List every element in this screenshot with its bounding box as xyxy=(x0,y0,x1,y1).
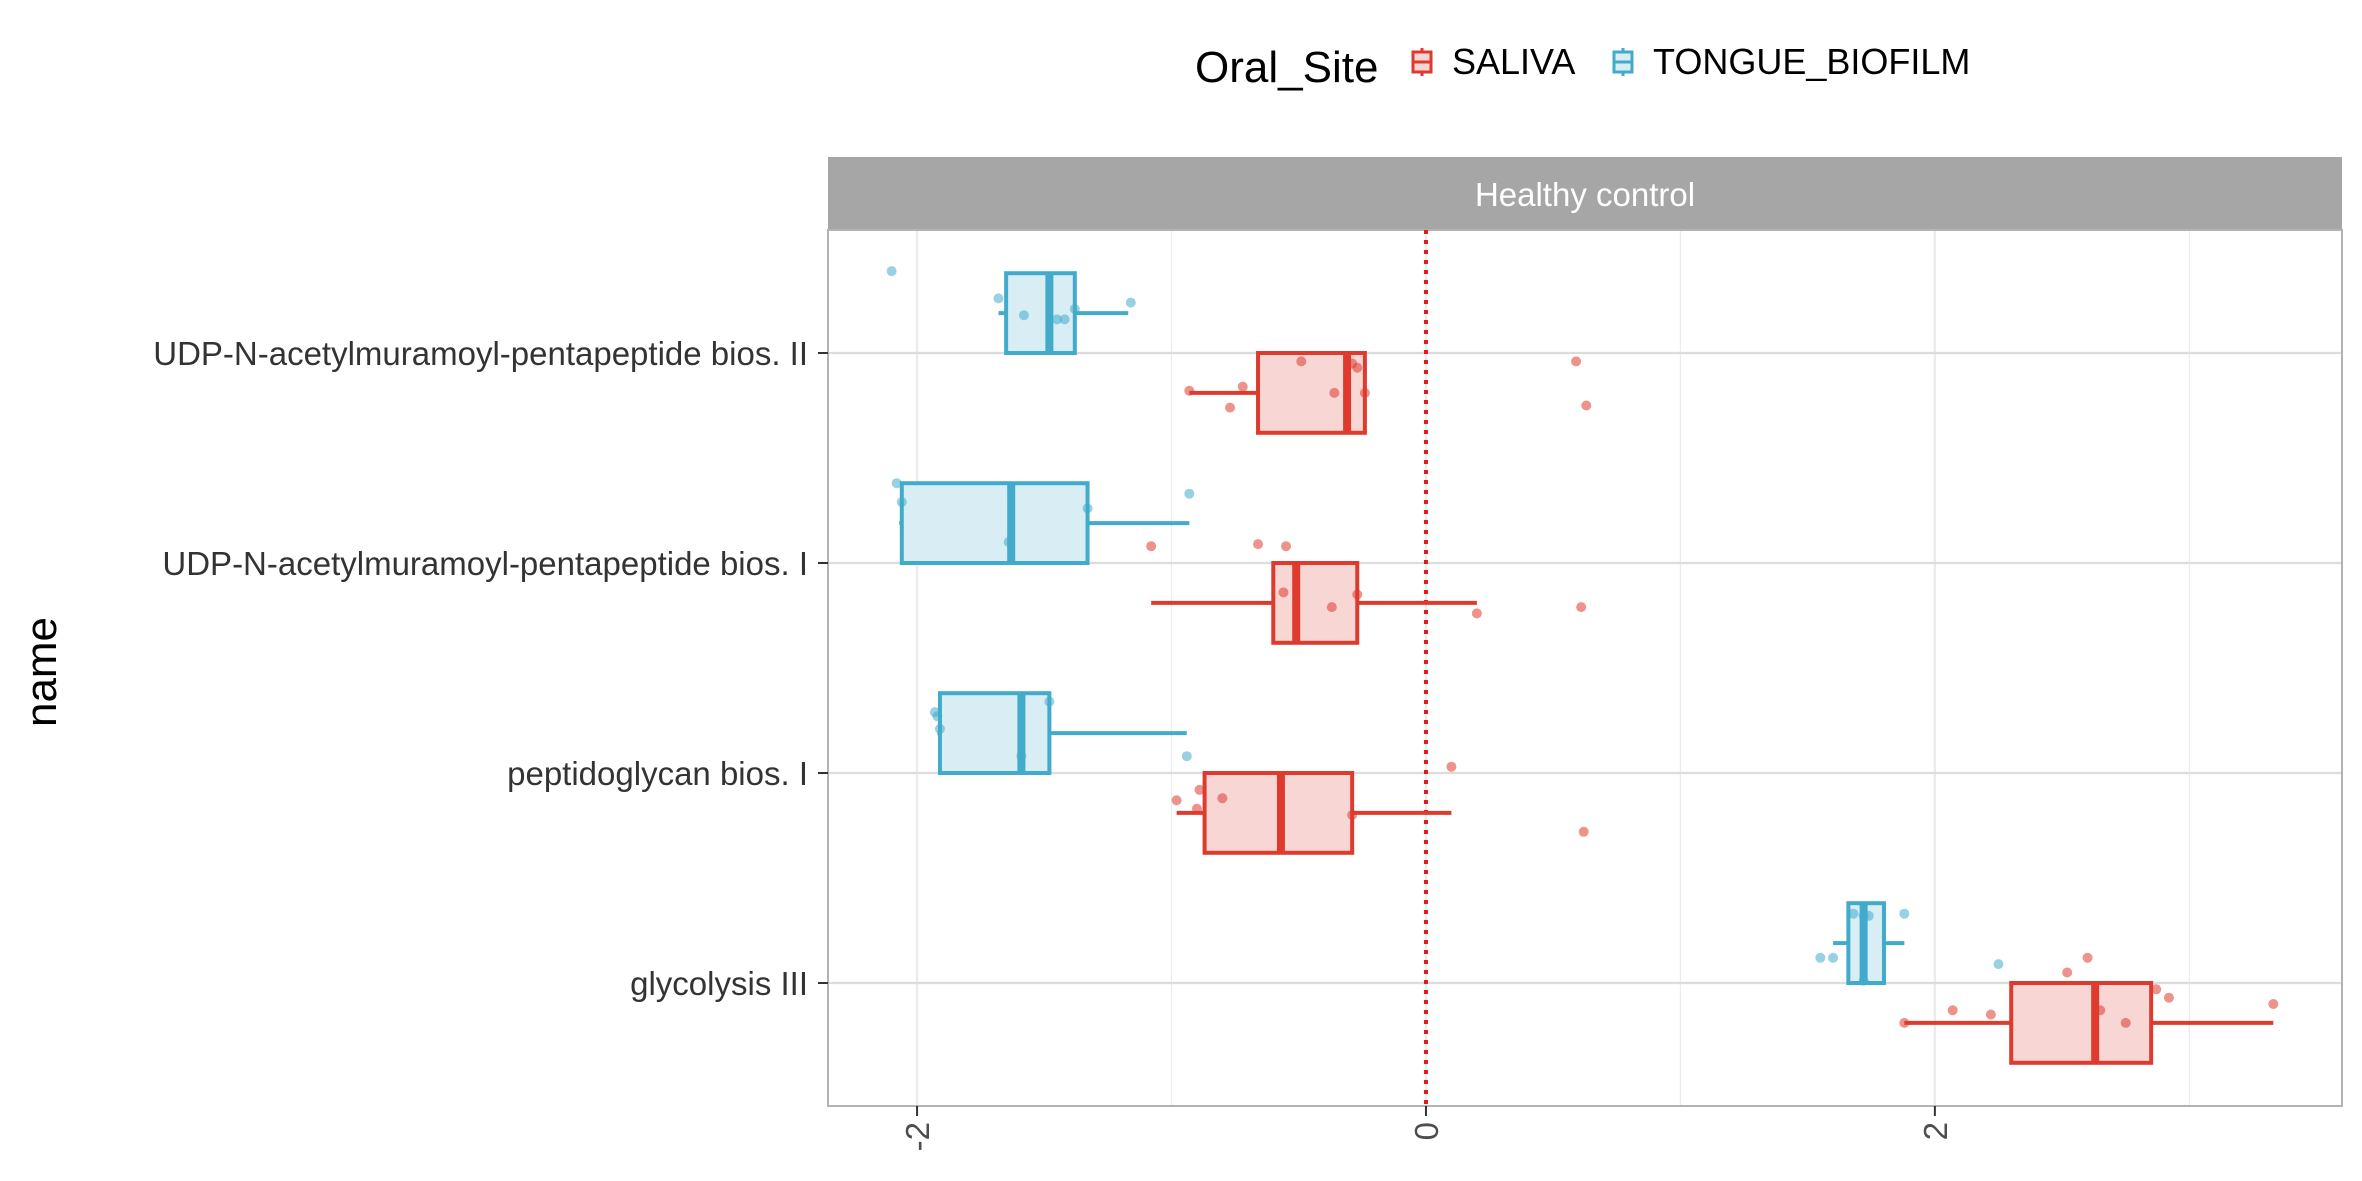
panel-border xyxy=(827,229,2343,1107)
point-tongue-biofilm xyxy=(886,266,897,277)
point-saliva xyxy=(1194,784,1205,795)
point-saliva xyxy=(1191,803,1202,814)
point-saliva xyxy=(1571,356,1582,367)
point-tongue-biofilm xyxy=(896,497,907,508)
point-tongue-biofilm xyxy=(1899,908,1910,919)
x-tick-label: 0 xyxy=(1408,1122,1445,1140)
point-saliva xyxy=(2163,992,2174,1003)
point-tongue-biofilm xyxy=(929,707,940,718)
point-saliva xyxy=(1281,541,1292,552)
point-saliva xyxy=(1237,381,1248,392)
box-saliva-peptidoglycan-bios-i xyxy=(1176,771,1452,855)
plot-panel: Healthy control xyxy=(827,157,2343,1107)
point-tongue-biofilm xyxy=(1828,952,1839,963)
point-saliva xyxy=(2082,952,2093,963)
point-tongue-biofilm xyxy=(1181,751,1192,762)
point-saliva xyxy=(1171,795,1182,806)
legend-items: SALIVA TONGUE_BIOFILM xyxy=(1411,41,1970,82)
point-tongue-biofilm xyxy=(993,293,1004,304)
point-tongue-biofilm xyxy=(1858,975,1869,986)
legend-item-tongue-biofilm: TONGUE_BIOFILM xyxy=(1612,41,1970,82)
point-tongue-biofilm xyxy=(1993,959,2004,970)
point-tongue-biofilm xyxy=(1044,696,1055,707)
point-tongue-biofilm xyxy=(1016,751,1027,762)
y-axis-title: name xyxy=(17,617,66,727)
x-tick-label: -2 xyxy=(899,1122,936,1151)
point-saliva xyxy=(1471,608,1482,619)
box-body xyxy=(2009,981,2154,1065)
point-saliva xyxy=(1985,1009,1996,1020)
point-saliva xyxy=(1329,387,1340,398)
box-body xyxy=(1004,271,1077,356)
legend-label: SALIVA xyxy=(1452,41,1575,82)
legend-label: TONGUE_BIOFILM xyxy=(1653,41,1970,82)
point-tongue-biofilm xyxy=(1059,314,1070,325)
y-tick-label: UDP-N-acetylmuramoyl-pentapeptide bios. … xyxy=(162,545,808,582)
y-axis: glycolysis III peptidoglycan bios. I UDP-N… xyxy=(153,335,828,1002)
box-tongue-biofilm-peptidoglycan-bios-i xyxy=(937,691,1187,776)
legend-item-saliva: SALIVA xyxy=(1411,41,1575,82)
point-saliva xyxy=(1296,356,1307,367)
point-tongue-biofilm xyxy=(1052,314,1063,325)
point-saliva xyxy=(2062,967,2073,978)
point-tongue-biofilm xyxy=(891,478,902,489)
y-tick-label: glycolysis III xyxy=(630,965,808,1002)
facet-strip-label: Healthy control xyxy=(1475,176,1695,213)
jitter-points xyxy=(886,266,2279,1028)
point-tongue-biofilm xyxy=(1848,908,1859,919)
point-saliva xyxy=(1278,587,1289,598)
box-tongue-biofilm-udp-n-acetylmuramoyl-pentapeptide-bios-ii xyxy=(998,271,1129,356)
point-tongue-biofilm xyxy=(1184,488,1195,499)
point-tongue-biofilm xyxy=(1018,310,1029,321)
point-saliva xyxy=(2095,1005,2106,1016)
point-tongue-biofilm xyxy=(1125,297,1136,308)
point-saliva xyxy=(2151,984,2162,995)
point-saliva xyxy=(1184,385,1195,396)
point-saliva xyxy=(1581,400,1592,411)
box-body xyxy=(937,691,1052,776)
box-saliva-udp-n-acetylmuramoyl-pentapeptide-bios-i xyxy=(1151,561,1477,645)
point-tongue-biofilm xyxy=(1815,952,1826,963)
box-body xyxy=(1271,561,1360,645)
point-saliva xyxy=(1947,1005,1958,1016)
box-saliva-glycolysis-iii xyxy=(1904,981,2274,1065)
point-tongue-biofilm xyxy=(934,723,945,734)
x-tick-label: 2 xyxy=(1917,1122,1954,1140)
legend: Oral_Site SALIVA TONGUE_BIOFILM xyxy=(1195,41,1970,92)
point-tongue-biofilm xyxy=(1069,303,1080,314)
point-tongue-biofilm xyxy=(1863,910,1874,921)
point-saliva xyxy=(1578,826,1589,837)
point-tongue-biofilm xyxy=(1003,537,1014,547)
box-body xyxy=(899,481,1090,566)
point-tongue-biofilm xyxy=(1082,503,1093,514)
point-saliva xyxy=(1347,810,1358,820)
x-axis: -2 0 2 xyxy=(899,1106,1954,1151)
box-tongue-biofilm-udp-n-acetylmuramoyl-pentapeptide-bios-i xyxy=(899,481,1190,566)
point-saliva xyxy=(2120,1017,2131,1028)
y-tick-label: UDP-N-acetylmuramoyl-pentapeptide bios. … xyxy=(153,335,808,372)
point-saliva xyxy=(1146,541,1157,552)
point-saliva xyxy=(2268,999,2279,1009)
grid xyxy=(828,230,2342,1106)
point-saliva xyxy=(1899,1017,1910,1028)
point-saliva xyxy=(1359,387,1370,398)
boxplots xyxy=(899,271,2274,1065)
point-saliva xyxy=(1253,539,1264,550)
box-saliva-udp-n-acetylmuramoyl-pentapeptide-bios-ii xyxy=(1189,351,1367,435)
point-saliva xyxy=(1352,589,1363,600)
point-saliva xyxy=(1225,402,1236,413)
point-saliva xyxy=(1446,761,1457,772)
y-tick-label: peptidoglycan bios. I xyxy=(507,755,808,792)
point-saliva xyxy=(1326,602,1337,613)
point-saliva xyxy=(1576,602,1587,613)
legend-title: Oral_Site xyxy=(1195,43,1378,92)
point-saliva xyxy=(1217,793,1228,804)
point-saliva xyxy=(1352,362,1363,373)
facet-strip xyxy=(828,157,2342,230)
